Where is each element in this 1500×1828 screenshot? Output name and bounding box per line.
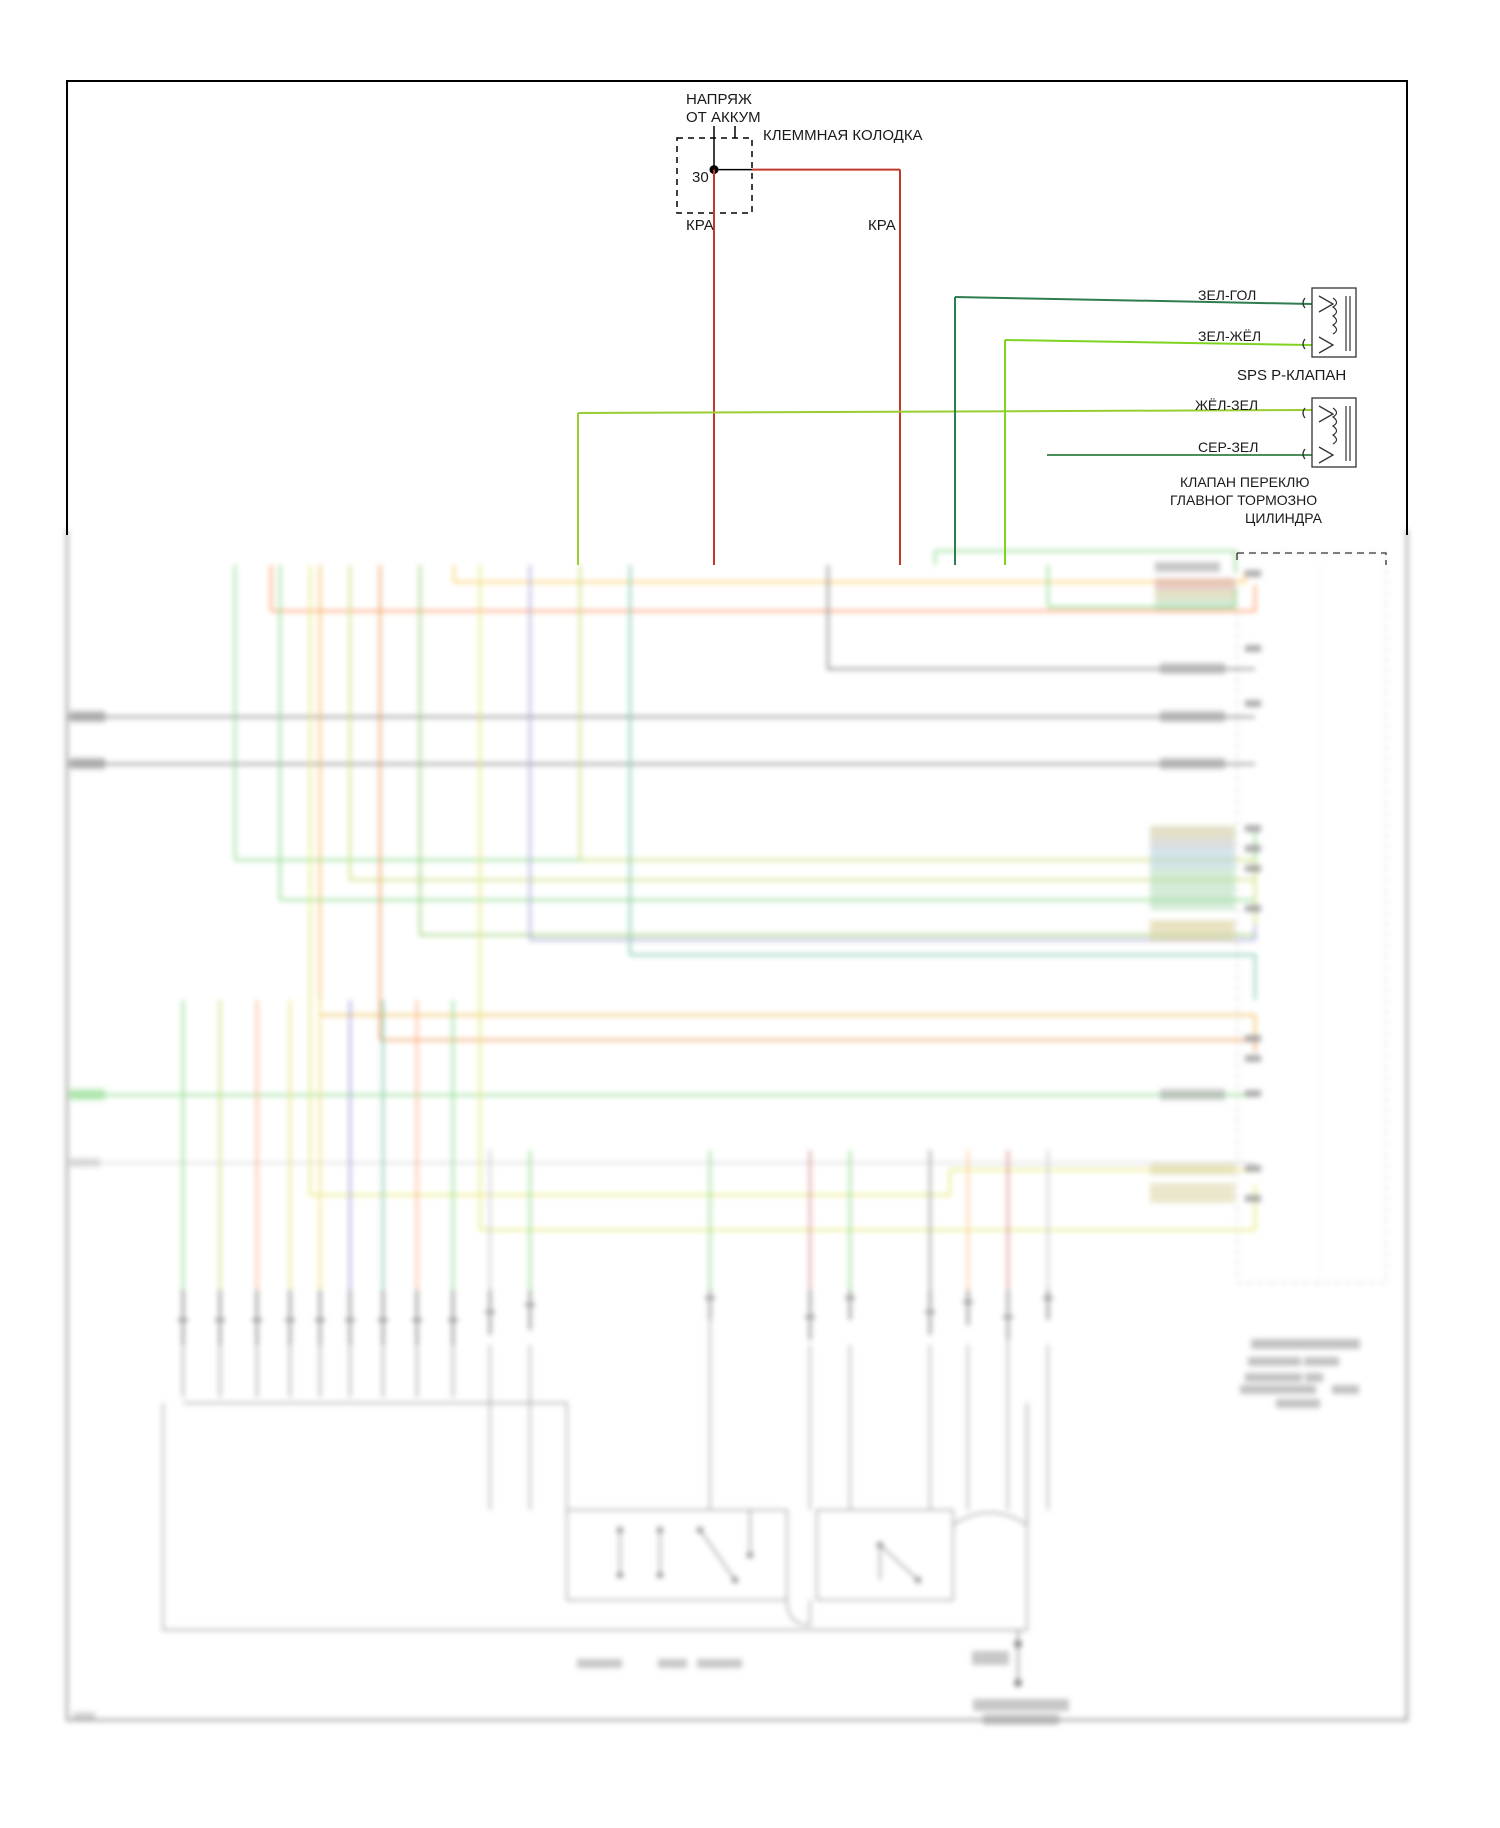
svg-text:НАПРЯЖ: НАПРЯЖ bbox=[686, 91, 752, 108]
svg-text:30: 30 bbox=[692, 169, 709, 186]
svg-text:СЕР-ЗЕЛ: СЕР-ЗЕЛ bbox=[1198, 439, 1258, 455]
svg-text:ЖЁЛ-ЗЕЛ: ЖЁЛ-ЗЕЛ bbox=[1195, 397, 1258, 413]
svg-text:ЗЕЛ-ГОЛ: ЗЕЛ-ГОЛ bbox=[1198, 287, 1256, 303]
svg-text:SPS Р-КЛАПАН: SPS Р-КЛАПАН bbox=[1237, 367, 1346, 384]
svg-text:ГЛАВНОГ ТОРМОЗНО: ГЛАВНОГ ТОРМОЗНО bbox=[1170, 492, 1317, 508]
svg-text:ЦИЛИНДРА: ЦИЛИНДРА bbox=[1245, 510, 1323, 526]
svg-text:КЛАПАН ПЕРЕКЛЮ: КЛАПАН ПЕРЕКЛЮ bbox=[1180, 474, 1310, 490]
svg-text:КРА: КРА bbox=[686, 217, 714, 234]
svg-text:КЛЕММНАЯ КОЛОДКА: КЛЕММНАЯ КОЛОДКА bbox=[763, 127, 923, 144]
svg-text:КРА: КРА bbox=[868, 217, 896, 234]
svg-text:ЗЕЛ-ЖЁЛ: ЗЕЛ-ЖЁЛ bbox=[1198, 328, 1261, 344]
svg-text:ОТ АККУМ: ОТ АККУМ bbox=[686, 109, 761, 126]
